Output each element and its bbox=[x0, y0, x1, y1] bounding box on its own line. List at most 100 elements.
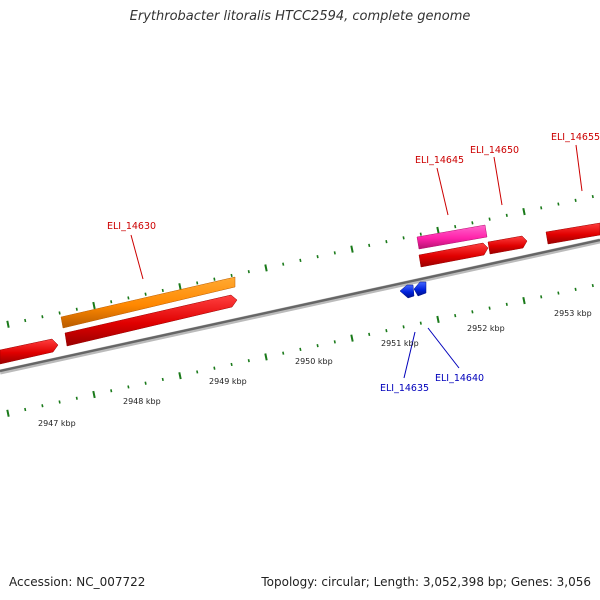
minor-tick bbox=[58, 400, 61, 404]
major-tick bbox=[264, 353, 268, 361]
minor-tick bbox=[557, 202, 560, 206]
minor-tick bbox=[144, 381, 147, 385]
minor-tick bbox=[316, 255, 319, 259]
scale-label-2948: 2948 kbp bbox=[123, 397, 161, 406]
minor-tick bbox=[454, 224, 457, 229]
minor-tick bbox=[161, 288, 164, 293]
gene-feature-eli-14635[interactable] bbox=[399, 284, 415, 299]
genome-backbone bbox=[0, 238, 600, 375]
minor-tick bbox=[196, 281, 199, 285]
minor-tick bbox=[574, 198, 577, 202]
gene-label-eli-14655[interactable]: ELI_14655 bbox=[551, 132, 600, 143]
minor-tick bbox=[385, 329, 388, 333]
minor-tick bbox=[75, 307, 78, 311]
genome-title: Erythrobacter litoralis HTCC2594, comple… bbox=[129, 9, 471, 24]
major-tick bbox=[178, 283, 182, 291]
gene-feature-red-mid[interactable] bbox=[418, 242, 489, 268]
minor-tick bbox=[454, 313, 457, 318]
minor-tick bbox=[540, 295, 543, 299]
minor-tick bbox=[471, 310, 474, 314]
minor-tick bbox=[574, 287, 577, 291]
major-tick bbox=[350, 245, 354, 253]
minor-tick bbox=[144, 292, 147, 296]
minor-tick bbox=[110, 389, 113, 393]
minor-tick bbox=[488, 306, 491, 310]
minor-tick bbox=[385, 240, 388, 244]
scale-label-2950: 2950 kbp bbox=[295, 357, 333, 366]
minor-tick bbox=[419, 321, 422, 325]
minor-tick bbox=[505, 213, 508, 217]
inner-tick-row bbox=[6, 283, 594, 417]
minor-tick bbox=[591, 283, 594, 288]
major-tick bbox=[92, 301, 96, 310]
gene-feature-eli-14630[interactable] bbox=[60, 276, 236, 329]
minor-tick bbox=[41, 404, 44, 408]
major-tick bbox=[178, 372, 182, 380]
scale-label-2947: 2947 kbp bbox=[38, 419, 76, 428]
gene-labels: ELI_14630 ELI_14645 ELI_14650 ELI_14655 … bbox=[107, 132, 600, 394]
scale-label-2952: 2952 kbp bbox=[467, 324, 505, 333]
scale-label-2949: 2949 kbp bbox=[209, 377, 247, 386]
minor-tick bbox=[161, 377, 164, 382]
minor-tick bbox=[471, 221, 474, 225]
minor-tick bbox=[540, 206, 543, 210]
gene-feature-eli-14650[interactable] bbox=[487, 235, 528, 255]
minor-tick bbox=[75, 396, 78, 400]
minor-tick bbox=[230, 273, 233, 278]
minor-tick bbox=[24, 407, 27, 412]
major-tick bbox=[436, 226, 440, 235]
minor-tick bbox=[333, 340, 336, 344]
minor-tick bbox=[282, 351, 285, 355]
minor-tick bbox=[110, 300, 113, 304]
minor-tick bbox=[402, 236, 405, 240]
major-tick bbox=[6, 320, 10, 328]
minor-tick bbox=[213, 366, 216, 370]
gene-leader-lines bbox=[130, 144, 583, 379]
minor-tick bbox=[127, 296, 130, 300]
major-tick bbox=[522, 207, 526, 216]
minor-tick bbox=[127, 385, 130, 389]
scale-label-2953: 2953 kbp bbox=[554, 309, 592, 318]
gene-label-eli-14630[interactable]: ELI_14630 bbox=[107, 221, 156, 232]
gene-feature-eli-14640[interactable] bbox=[413, 281, 427, 297]
minor-tick bbox=[557, 291, 560, 295]
minor-tick bbox=[299, 347, 302, 352]
gene-feature-red-left-edge[interactable] bbox=[0, 338, 59, 365]
minor-tick bbox=[247, 359, 250, 363]
minor-tick bbox=[591, 194, 594, 199]
minor-tick bbox=[58, 311, 61, 315]
gene-label-eli-14645[interactable]: ELI_14645 bbox=[415, 155, 464, 166]
minor-tick bbox=[368, 243, 371, 248]
minor-tick bbox=[505, 302, 508, 306]
gene-label-eli-14640[interactable]: ELI_14640 bbox=[435, 373, 484, 384]
minor-tick bbox=[282, 262, 285, 266]
minor-tick bbox=[196, 370, 199, 374]
minor-tick bbox=[488, 217, 491, 221]
major-tick bbox=[264, 264, 268, 272]
minor-tick bbox=[368, 332, 371, 337]
gene-feature-eli-14655[interactable] bbox=[545, 222, 600, 245]
major-tick bbox=[92, 390, 96, 399]
minor-tick bbox=[402, 325, 405, 329]
minor-tick bbox=[230, 362, 233, 367]
gene-label-eli-14650[interactable]: ELI_14650 bbox=[470, 145, 519, 156]
minor-tick bbox=[316, 344, 319, 348]
minor-tick bbox=[333, 251, 336, 255]
minor-tick bbox=[299, 258, 302, 263]
scale-label-2951: 2951 kbp bbox=[381, 339, 419, 348]
gene-label-eli-14635[interactable]: ELI_14635 bbox=[380, 383, 429, 394]
major-tick bbox=[350, 334, 354, 342]
major-tick bbox=[522, 296, 526, 305]
minor-tick bbox=[247, 270, 250, 274]
minor-tick bbox=[213, 277, 216, 281]
gene-feature-red-long[interactable] bbox=[64, 294, 238, 347]
major-tick bbox=[436, 315, 440, 324]
accession-text: Accession: NC_007722 bbox=[9, 575, 146, 589]
outer-tick-row bbox=[6, 194, 594, 328]
minor-tick bbox=[419, 232, 422, 236]
major-tick bbox=[6, 409, 10, 417]
genome-summary-text: Topology: circular; Length: 3,052,398 bp… bbox=[261, 575, 591, 589]
gene-feature-eli-14645[interactable] bbox=[416, 224, 488, 250]
scale-labels: 2947 kbp 2948 kbp 2949 kbp 2950 kbp 2951… bbox=[38, 309, 592, 428]
